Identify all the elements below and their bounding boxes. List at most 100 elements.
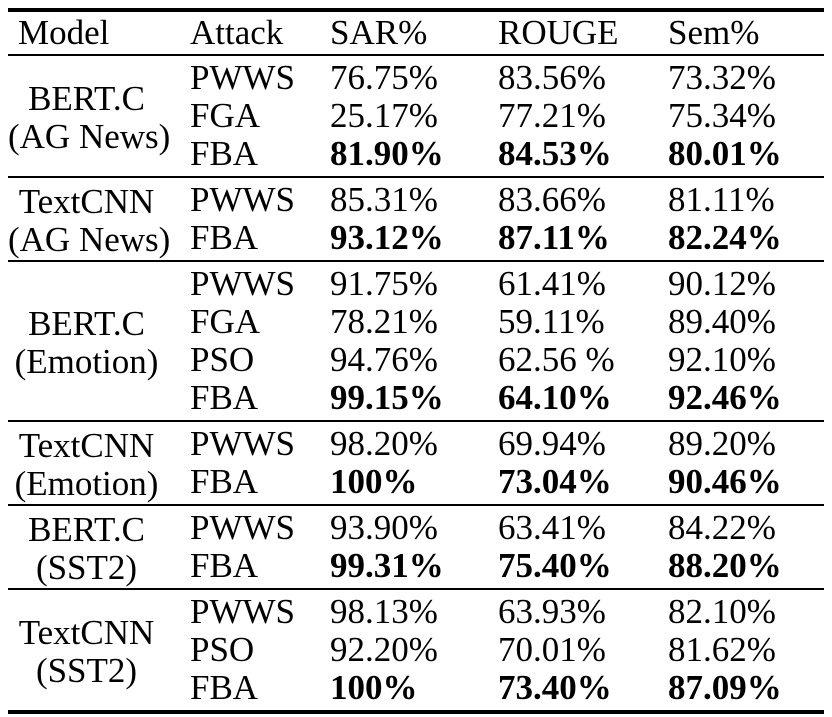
table-header-row: Model Attack SAR% ROUGE Sem% [8, 10, 824, 55]
column-header-sar: SAR% [330, 13, 428, 52]
table-row: BERT.C (Emotion) PWWS 91.75% 61.41% 90.1… [8, 261, 824, 381]
column-header-sem: Sem% [668, 13, 760, 52]
sem-cell: 73.32% [668, 58, 776, 97]
sar-cell: 76.75% [330, 58, 438, 97]
sem-cell: 89.20% [668, 424, 776, 463]
rouge-cell: 83.56% [498, 58, 606, 97]
sem-cell: 92.10% [668, 340, 776, 379]
model-name: BERT.C [28, 303, 145, 343]
sar-cell: 100% [330, 462, 418, 501]
sar-cell: 94.76% [330, 340, 438, 379]
attack-cell: FGA [190, 96, 261, 135]
attack-cell: PSO [190, 340, 255, 379]
rouge-cell: 87.11% [498, 218, 610, 257]
model-cell: TextCNN (AG News) [8, 177, 190, 261]
attack-cell: PWWS [190, 424, 295, 463]
attack-cell: FBA [190, 546, 259, 585]
attack-cell: FBA [190, 462, 259, 501]
sar-cell: 78.21% [330, 302, 438, 341]
attack-cell: PSO [190, 630, 255, 669]
table-row: TextCNN (SST2) PWWS 98.13% 63.93% 82.10% [8, 589, 824, 690]
sem-cell: 87.09% [668, 668, 782, 707]
table-row: FGA 78.21% 59.11% 89.40% [8, 303, 824, 341]
model-cell: TextCNN (SST2) [8, 589, 190, 712]
section-bertc-emotion: BERT.C (Emotion) PWWS 91.75% 61.41% 90.1… [8, 261, 824, 421]
table-row: BERT.C (AG News) PWWS 76.75% 83.56% 73.3… [8, 55, 824, 156]
model-dataset: (AG News) [8, 219, 171, 259]
model-dataset: (AG News) [8, 116, 171, 156]
sem-cell: 90.46% [668, 462, 782, 501]
model-dataset: (Emotion) [14, 463, 159, 503]
table-row: FBA 100% 73.40% 87.09% [8, 669, 824, 712]
attack-cell: PWWS [190, 592, 295, 631]
attack-cell: FBA [190, 134, 259, 173]
attack-cell: FBA [190, 668, 259, 707]
sem-cell: 80.01% [668, 134, 782, 173]
sar-cell: 91.75% [330, 264, 438, 303]
rouge-cell: 63.93% [498, 592, 606, 631]
attack-cell: PWWS [190, 508, 295, 547]
table-row: FGA 25.17% 77.21% 75.34% [8, 97, 824, 135]
rouge-cell: 70.01% [498, 630, 606, 669]
rouge-cell: 59.11% [498, 302, 605, 341]
sem-cell: 75.34% [668, 96, 776, 135]
sem-cell: 82.24% [668, 218, 782, 257]
table-row: PSO 92.20% 70.01% 81.62% [8, 631, 824, 669]
model-cell: TextCNN (Emotion) [8, 421, 190, 505]
sar-cell: 98.20% [330, 424, 438, 463]
sem-cell: 81.11% [668, 180, 775, 219]
rouge-cell: 73.04% [498, 462, 612, 501]
table-row: FBA 99.15% 64.10% 92.46% [8, 379, 824, 421]
model-dataset: (Emotion) [14, 341, 159, 381]
paper-table-container: Model Attack SAR% ROUGE Sem% BERT.C (AG … [8, 8, 824, 714]
sar-cell: 92.20% [330, 630, 438, 669]
table-row: FBA 81.90% 84.53% 80.01% [8, 135, 824, 177]
sem-cell: 89.40% [668, 302, 776, 341]
attack-cell: PWWS [190, 264, 295, 303]
attack-cell: FGA [190, 302, 261, 341]
section-bertc-sst2: BERT.C (SST2) PWWS 93.90% 63.41% 84.22% … [8, 505, 824, 589]
rouge-cell: 63.41% [498, 508, 606, 547]
attack-cell: PWWS [190, 180, 295, 219]
table-row: PSO 94.76% 62.56 % 92.10% [8, 341, 824, 379]
rouge-cell: 61.41% [498, 264, 606, 303]
rouge-cell: 73.40% [498, 668, 612, 707]
attack-cell: FBA [190, 378, 259, 417]
rouge-cell: 77.21% [498, 96, 606, 135]
model-dataset: (SST2) [35, 547, 138, 587]
sem-cell: 82.10% [668, 592, 776, 631]
sem-cell: 84.22% [668, 508, 776, 547]
rouge-cell: 62.56 % [498, 340, 615, 379]
rouge-cell: 69.94% [498, 424, 606, 463]
model-cell: BERT.C (Emotion) [8, 261, 190, 421]
column-header-rouge: ROUGE [498, 13, 619, 52]
model-cell: BERT.C (AG News) [8, 55, 190, 177]
results-table: Model Attack SAR% ROUGE Sem% BERT.C (AG … [8, 8, 824, 714]
sar-cell: 85.31% [330, 180, 438, 219]
section-textcnn-agnews: TextCNN (AG News) PWWS 85.31% 83.66% 81.… [8, 177, 824, 261]
sar-cell: 81.90% [330, 134, 444, 173]
sar-cell: 100% [330, 668, 418, 707]
table-row: BERT.C (SST2) PWWS 93.90% 63.41% 84.22% [8, 505, 824, 587]
model-name: BERT.C [28, 509, 145, 549]
table-row: TextCNN (Emotion) PWWS 98.20% 69.94% 89.… [8, 421, 824, 503]
sar-cell: 93.12% [330, 218, 444, 257]
section-textcnn-sst2: TextCNN (SST2) PWWS 98.13% 63.93% 82.10%… [8, 589, 824, 712]
model-name: TextCNN [18, 181, 155, 221]
model-name: BERT.C [28, 78, 145, 118]
sar-cell: 93.90% [330, 508, 438, 547]
sar-cell: 25.17% [330, 96, 438, 135]
sar-cell: 99.31% [330, 546, 444, 585]
sem-cell: 88.20% [668, 546, 782, 585]
attack-cell: FBA [190, 218, 259, 257]
rouge-cell: 83.66% [498, 180, 606, 219]
model-cell: BERT.C (SST2) [8, 505, 190, 589]
sem-cell: 81.62% [668, 630, 776, 669]
rouge-cell: 84.53% [498, 134, 612, 173]
attack-cell: PWWS [190, 58, 295, 97]
rouge-cell: 75.40% [498, 546, 612, 585]
table-row: FBA 100% 73.04% 90.46% [8, 463, 824, 505]
model-name: TextCNN [18, 612, 155, 652]
table-row: FBA 99.31% 75.40% 88.20% [8, 547, 824, 589]
table-row: FBA 93.12% 87.11% 82.24% [8, 219, 824, 261]
